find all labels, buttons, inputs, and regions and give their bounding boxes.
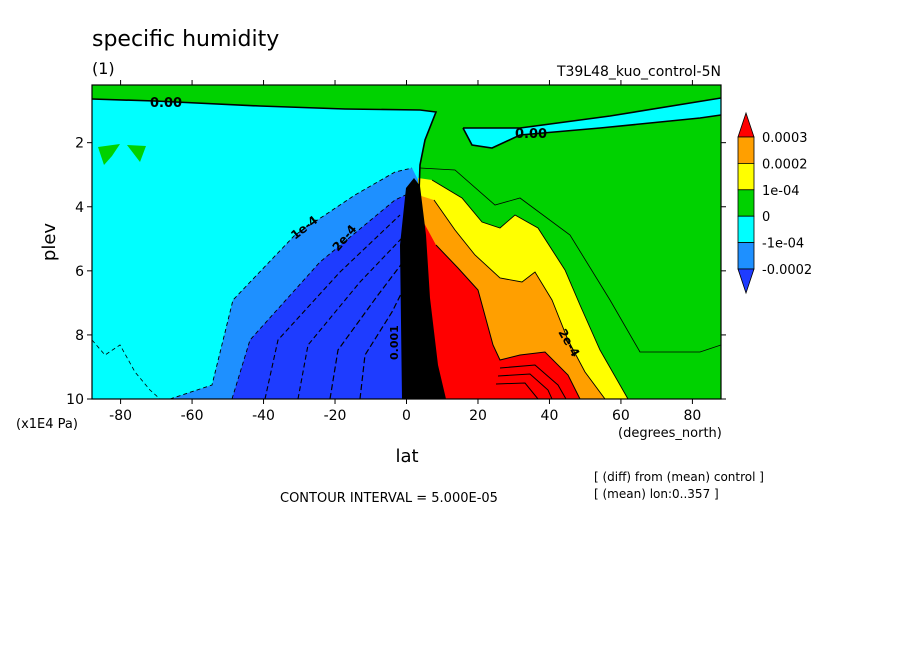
- colorbar-swatch: [737, 162, 755, 191]
- x-tick-label: -20: [324, 408, 347, 424]
- y-tick-label: 4: [75, 200, 84, 216]
- contour-plus-weak: [419, 167, 721, 353]
- x-axis-label: lat: [395, 446, 418, 467]
- run-name: T39L48_kuo_control-5N: [556, 64, 721, 80]
- y-tick-label: 6: [75, 264, 84, 280]
- field-negative-cyan-north: [463, 98, 721, 148]
- colorbar-swatch: [737, 215, 755, 243]
- contour-label-core: 0.001: [388, 325, 401, 360]
- contour-southpole-dash: [92, 339, 161, 399]
- contour-plus-red: [435, 244, 581, 399]
- x-tick-label: -40: [252, 408, 275, 424]
- contour-minus-inner4: [359, 289, 404, 399]
- colorbar-label: -1e-04: [762, 237, 804, 252]
- contour-plus-yellow: [431, 179, 629, 399]
- colorbar-label: 1e-04: [762, 184, 800, 199]
- field-negative-deep: [232, 192, 418, 399]
- contour-minus1e4: [169, 167, 413, 399]
- y-units: (x1E4 Pa): [16, 417, 78, 432]
- colorbar-label: 0: [762, 210, 770, 225]
- colorbar-label: 0.0003: [762, 131, 808, 146]
- contour-plus-orange: [433, 199, 606, 399]
- x-tick-label: 60: [612, 408, 630, 424]
- mean-note: [ (mean) lon:0..357 ]: [594, 487, 719, 501]
- contour-zero-north: [462, 97, 721, 149]
- contour-minus-inner3: [329, 261, 404, 399]
- chart-title: specific humidity: [92, 27, 279, 52]
- colorbar-swatch: [737, 242, 755, 270]
- diff-note: [ (diff) from (mean) control ]: [594, 470, 764, 484]
- y-tick-label: 2: [75, 136, 84, 152]
- x-tick-label: -80: [109, 408, 132, 424]
- colorbar-swatch: [737, 136, 755, 164]
- field-island-2: [127, 145, 146, 162]
- colorbar-label: -0.0002: [762, 263, 812, 278]
- contour-minus-inner2: [297, 237, 403, 399]
- field-contour-core: [400, 178, 446, 399]
- contour-label-zero-north: 0.00: [515, 127, 547, 142]
- y-tick-label: 10: [66, 392, 84, 408]
- plot-area: 0.00 0.00 1e-4 2e-4 2e-4 0.001: [92, 85, 721, 399]
- x-tick-label: 20: [469, 408, 487, 424]
- colorbar: 0.0003 0.0002 1e-04 0 -1e-04 -0.0002: [737, 111, 812, 295]
- contour-plus-red-inner2: [497, 373, 553, 399]
- colorbar-label: 0.0002: [762, 157, 808, 172]
- contour-plus-red-inner1: [499, 364, 567, 399]
- y-axis-label: plev: [39, 223, 60, 262]
- contour-zero-south: [92, 98, 438, 221]
- colorbar-cap-bottom: [737, 268, 755, 295]
- contour-plus-red-inner3: [495, 382, 539, 399]
- contour-minus-inner1: [264, 214, 401, 399]
- contour-interval: CONTOUR INTERVAL = 5.000E-05: [280, 491, 498, 506]
- contour-label-zero-south: 0.00: [150, 96, 182, 111]
- colorbar-cap-top: [737, 111, 755, 138]
- x-axis: -80 -60 -40 -20 0 20 40 60 80: [109, 80, 701, 424]
- field-island-1: [98, 144, 120, 165]
- x-units: (degrees_north): [618, 426, 722, 441]
- y-axis: 2 4 6 8 10: [66, 136, 726, 408]
- y-tick-label: 8: [75, 328, 84, 344]
- x-tick-label: -60: [181, 408, 204, 424]
- x-tick-label: 0: [402, 408, 411, 424]
- colorbar-swatch: [737, 189, 755, 217]
- x-tick-label: 40: [541, 408, 559, 424]
- field-positive-red: [418, 212, 580, 399]
- x-tick-label: 80: [683, 408, 701, 424]
- panel-label: (1): [92, 59, 115, 78]
- contour-lines: [92, 97, 721, 399]
